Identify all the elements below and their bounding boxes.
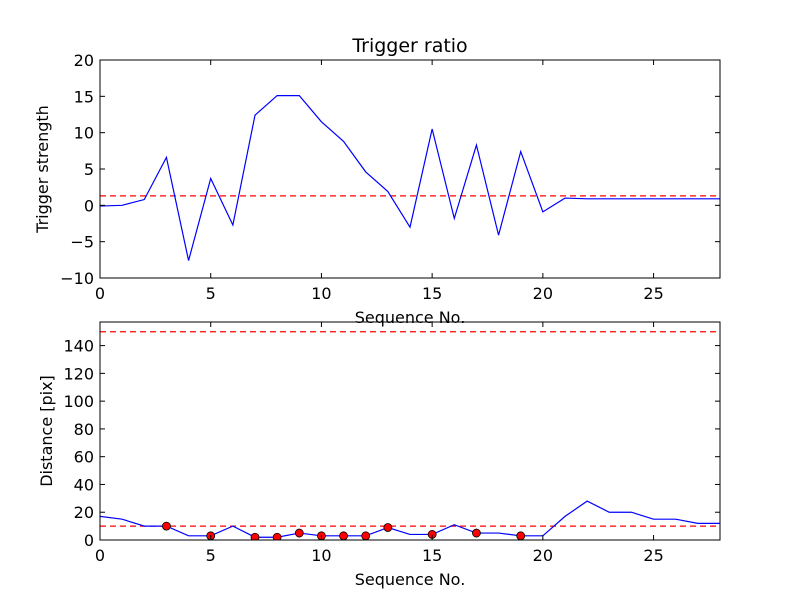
y-tick-label: 40: [74, 475, 94, 494]
series-line: [100, 500, 720, 538]
x-tick-label: 5: [206, 284, 216, 303]
chart-title: Trigger ratio: [351, 35, 467, 57]
x-tick-label: 15: [422, 284, 442, 303]
axes-frame: [99, 321, 721, 541]
x-tick-label: 0: [95, 284, 105, 303]
y-tick-label: 60: [74, 448, 94, 467]
plot-data-area: [100, 95, 720, 261]
y-tick-label: −5: [70, 233, 94, 252]
x-axis-label: Sequence No.: [355, 308, 466, 327]
x-tick-label: 25: [643, 284, 663, 303]
y-tick-label: 120: [63, 364, 94, 383]
data-point-marker: [383, 523, 393, 532]
y-tick-label: 5: [84, 160, 94, 179]
x-tick-label: 20: [533, 546, 553, 565]
y-tick-label: 10: [74, 124, 94, 143]
x-axis-label: Sequence No.: [355, 570, 466, 589]
x-tick-label: 10: [311, 546, 331, 565]
data-point-marker: [339, 531, 348, 540]
y-tick-label: 20: [74, 51, 94, 70]
data-point-marker: [361, 531, 371, 540]
y-tick-label: 100: [63, 392, 94, 411]
y-tick-label: −10: [60, 269, 94, 288]
x-tick-label: 5: [206, 546, 216, 565]
y-tick-label: 20: [74, 503, 94, 522]
data-point-marker: [516, 531, 526, 540]
trigger-ratio-plot: 0 5 10 15 20 25 −10 −5 0 5 10 15 20 Sequence No. Trigg…: [33, 35, 721, 327]
x-tick-label: 10: [311, 284, 331, 303]
y-tick-label: 80: [74, 420, 94, 439]
series-line: [100, 95, 720, 261]
y-tick-label: 140: [63, 337, 94, 356]
data-point-marker: [162, 521, 171, 531]
plot-data-area: [100, 331, 720, 540]
distance-plot: 0 5 10 15 20 25 0 20 40 60 80 100 120 140 Sequence No.…: [37, 321, 721, 589]
data-point-marker: [250, 532, 260, 540]
y-tick-label: 15: [74, 87, 94, 106]
x-tick-label: 15: [422, 546, 442, 565]
x-tick-label: 20: [533, 284, 553, 303]
y-tick-label: 0: [84, 196, 94, 215]
x-tick-label: 0: [95, 546, 105, 565]
data-point-marker: [294, 528, 304, 538]
data-point-marker: [272, 532, 282, 540]
y-axis-label: Distance [pix]: [37, 375, 56, 487]
y-axis-label: Trigger strength: [33, 105, 52, 234]
data-point-marker: [472, 528, 481, 538]
x-tick-label: 25: [643, 546, 663, 565]
y-tick-label: 0: [84, 531, 94, 550]
